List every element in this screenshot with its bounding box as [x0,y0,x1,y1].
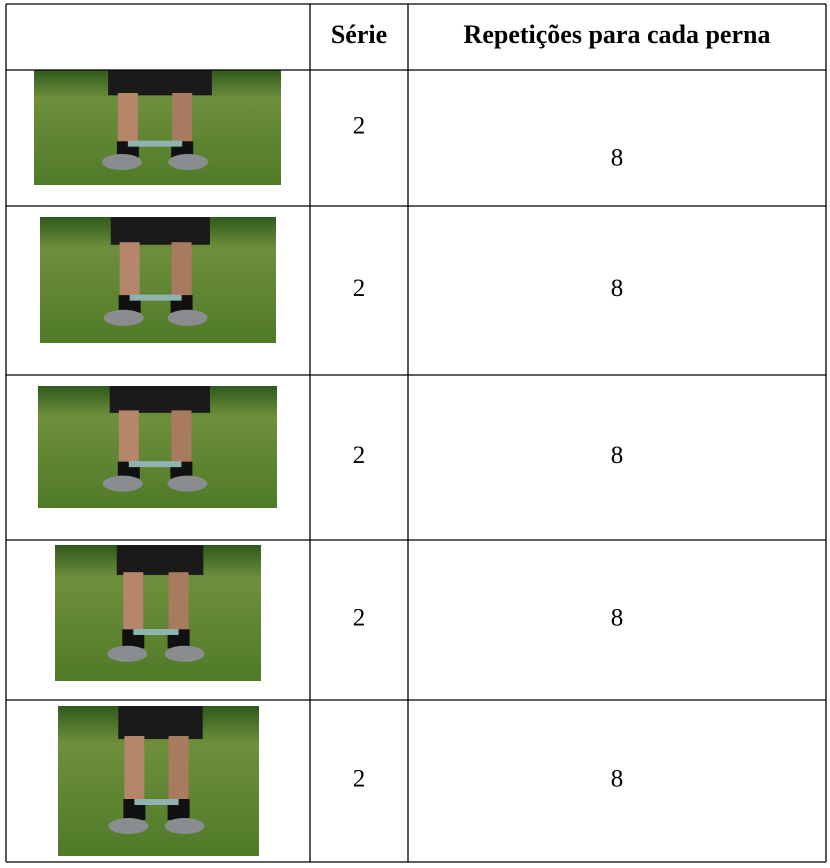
shorts [109,386,211,413]
shoe [164,818,205,834]
repetitions: 8 [611,605,624,632]
series-count: 2 [353,766,366,793]
leg [172,93,193,157]
exercise-photo [38,386,277,508]
shorts [108,70,212,96]
shoe [167,309,208,326]
series-count: 2 [353,113,366,140]
leg [171,242,192,312]
shorts [110,217,210,245]
leg [123,572,144,647]
repetitions: 8 [611,442,624,469]
leg [117,93,138,157]
series-count: 2 [353,605,366,632]
shoe [167,475,208,492]
shorts [116,545,204,575]
shoe [102,475,143,492]
leg [168,572,189,647]
leg [171,410,192,478]
series-count: 2 [353,275,366,302]
shoe [168,154,209,170]
repetitions: 8 [611,275,624,302]
exercise-photo [34,70,281,185]
repetitions: 8 [611,145,624,172]
shoe [164,645,205,662]
shorts [118,706,203,739]
leg [119,242,140,312]
leg [124,736,145,819]
column-header: Série [331,20,387,49]
leg [118,410,139,478]
leg [168,736,189,819]
series-count: 2 [353,442,366,469]
shoe [103,309,144,326]
exercise-photo [55,545,261,681]
shoe [108,818,149,834]
exercise-photo [40,217,276,343]
exercise-photo [58,706,259,856]
shoe [107,645,148,662]
shoe [101,154,142,170]
repetitions: 8 [611,766,624,793]
column-header: Repetições para cada perna [464,20,771,49]
